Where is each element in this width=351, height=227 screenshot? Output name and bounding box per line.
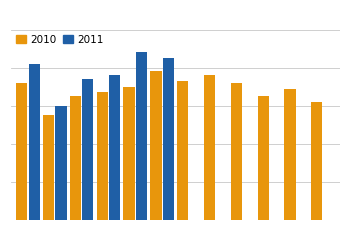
Bar <box>163 58 174 220</box>
Bar <box>284 89 296 220</box>
Bar <box>150 72 161 220</box>
Bar <box>231 83 242 220</box>
Bar <box>82 79 93 220</box>
Bar <box>124 87 135 220</box>
Bar <box>28 64 40 220</box>
Bar <box>16 83 27 220</box>
Bar <box>109 75 120 220</box>
Bar <box>204 75 215 220</box>
Bar <box>55 106 67 220</box>
Bar <box>311 102 323 220</box>
Bar <box>258 96 269 220</box>
Legend: 2010, 2011: 2010, 2011 <box>16 35 104 45</box>
Bar <box>70 96 81 220</box>
Bar <box>43 115 54 220</box>
Bar <box>177 81 188 220</box>
Bar <box>136 52 147 220</box>
Bar <box>97 92 108 220</box>
